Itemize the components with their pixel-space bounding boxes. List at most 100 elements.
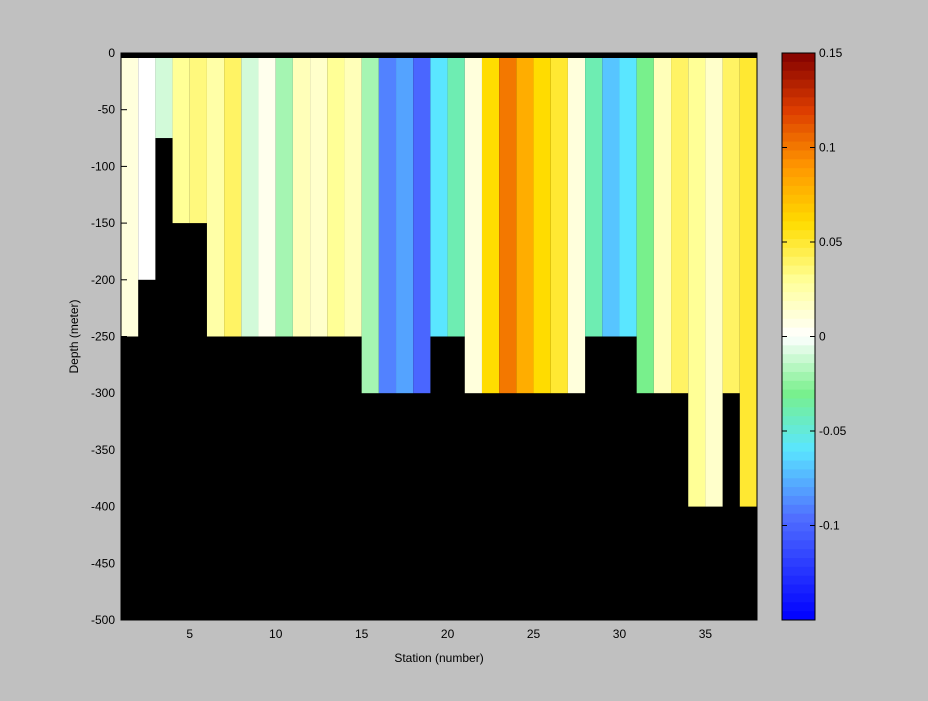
colorbar-tick-label: -0.1	[819, 519, 840, 533]
colorbar-swatch	[782, 469, 815, 479]
colorbar-swatch	[782, 593, 815, 603]
colorbar-swatch	[782, 283, 815, 293]
colorbar-swatch	[782, 292, 815, 302]
heatmap-cell	[310, 53, 328, 337]
colorbar-swatch	[782, 159, 815, 169]
colorbar-swatch	[782, 584, 815, 594]
colorbar-swatch	[782, 522, 815, 532]
y-tick-label: -100	[91, 159, 115, 173]
heatmap-cell	[138, 53, 156, 280]
colorbar-swatch	[782, 345, 815, 355]
colorbar-swatch	[782, 336, 815, 346]
heatmap-cell	[430, 53, 448, 337]
heatmap-cell	[447, 53, 465, 337]
colorbar-tick-label: 0	[819, 330, 826, 344]
heatmap-cell	[688, 53, 706, 507]
heatmap-cell	[327, 53, 345, 337]
surface-line	[121, 53, 757, 58]
colorbar-swatch	[782, 549, 815, 559]
colorbar-swatch	[782, 442, 815, 453]
colorbar-swatch	[782, 115, 815, 125]
colorbar-tick-label: -0.05	[819, 424, 847, 438]
x-tick-label: 15	[355, 627, 369, 641]
x-tick-label: 25	[527, 627, 541, 641]
heatmap-cell	[722, 53, 740, 394]
colorbar-swatch	[782, 70, 815, 81]
colorbar-swatch	[782, 61, 815, 72]
heatmap-cell	[550, 53, 568, 394]
heatmap-cell	[361, 53, 379, 394]
heatmap-cell	[413, 53, 431, 394]
heatmap-cell	[705, 53, 723, 507]
colorbar-swatch	[782, 363, 815, 373]
colorbar-swatch	[782, 416, 815, 426]
colorbar-swatch	[782, 150, 815, 160]
colorbar-swatch	[782, 495, 815, 506]
colorbar-swatch	[782, 575, 815, 586]
colorbar-swatch	[782, 247, 815, 258]
colorbar-swatch	[782, 407, 815, 417]
y-tick-label: 0	[108, 46, 115, 60]
colorbar-swatch	[782, 398, 815, 408]
colorbar-swatch	[782, 318, 815, 329]
heatmap-cell	[396, 53, 414, 394]
heatmap-cell	[206, 53, 225, 337]
y-axis-label: Depth (meter)	[67, 299, 81, 373]
y-tick-label: -250	[91, 330, 115, 344]
y-tick-label: -350	[91, 443, 115, 457]
colorbar-ticks: 0.15 0.1 0.05 0 -0.05 -0.1	[782, 46, 847, 533]
colorbar-swatch	[782, 79, 815, 89]
heatmap-cell	[121, 53, 139, 337]
heatmap-cell	[224, 53, 242, 337]
x-tick-label: 20	[441, 627, 455, 641]
heatmap-cell	[533, 53, 551, 394]
colorbar-swatch	[782, 513, 815, 524]
colorbar-swatch	[782, 540, 815, 550]
colorbar-swatch	[782, 106, 815, 116]
y-tick-label: -500	[91, 613, 115, 627]
colorbar-swatch	[782, 602, 815, 612]
heatmap-cell	[481, 53, 500, 394]
heatmap-cell	[499, 53, 517, 394]
colorbar-swatch	[782, 451, 815, 462]
colorbar-swatch	[782, 380, 815, 391]
colorbar-swatch	[782, 309, 815, 320]
colorbar-swatch	[782, 88, 815, 98]
colorbar-swatch	[782, 327, 815, 337]
x-axis-ticks: 5 10 15 20 25 30 35	[186, 614, 712, 641]
heatmap-cell	[464, 53, 482, 394]
colorbar-swatch	[782, 97, 815, 107]
colorbar-tick-label: 0.15	[819, 46, 843, 60]
colorbar-swatch	[782, 274, 815, 284]
x-tick-label: 30	[613, 627, 627, 641]
colorbar-swatch	[782, 504, 815, 515]
y-tick-label: -450	[91, 556, 115, 570]
colorbar-swatch	[782, 141, 815, 151]
colorbar-swatch	[782, 53, 815, 63]
colorbar-swatch	[782, 301, 815, 311]
colorbar-swatch	[782, 557, 815, 568]
heatmap-cell	[241, 53, 259, 337]
colorbar-swatch	[782, 425, 815, 435]
colorbar-tick-label: 0.1	[819, 141, 836, 155]
colorbar-swatch	[782, 389, 815, 400]
x-tick-label: 5	[186, 627, 193, 641]
heatmap-cell	[671, 53, 689, 394]
heatmap-cell	[155, 53, 173, 139]
colorbar-swatch	[782, 221, 815, 231]
colorbar-swatch	[782, 212, 815, 222]
heatmap-cell	[378, 53, 397, 394]
heatmap-cell	[189, 53, 207, 224]
heatmap-cell	[739, 53, 757, 507]
heatmap-cell	[585, 53, 603, 337]
colorbar-swatch	[782, 177, 815, 187]
y-tick-label: -200	[91, 273, 115, 287]
y-tick-label: -150	[91, 216, 115, 230]
colorbar-swatch	[782, 265, 815, 275]
x-tick-label: 10	[269, 627, 283, 641]
colorbar-swatch	[782, 487, 815, 497]
y-tick-label: -50	[98, 103, 116, 117]
colorbar-swatch	[782, 566, 815, 577]
